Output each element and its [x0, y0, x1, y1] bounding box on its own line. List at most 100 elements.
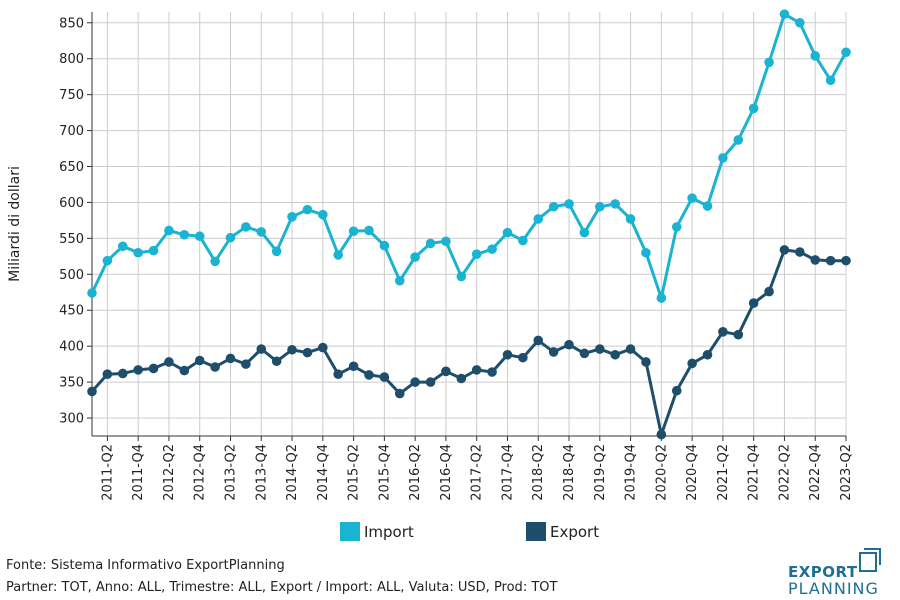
data-point-import: [394, 275, 405, 286]
data-point-export: [764, 286, 774, 297]
y-tick-label: 550: [59, 232, 84, 247]
data-point-export: [133, 365, 143, 375]
data-point-export: [210, 362, 220, 372]
x-tick-label: 2018-Q2: [531, 444, 546, 501]
x-tick-label: 2011-Q2: [100, 444, 115, 501]
data-point-import: [148, 245, 159, 256]
data-point-export: [364, 370, 374, 380]
x-tick-label: 2016-Q2: [408, 444, 423, 501]
data-point-import: [594, 201, 605, 212]
data-point-export: [733, 329, 744, 340]
data-point-export: [87, 386, 97, 397]
x-tick-label: 2022-Q4: [808, 444, 823, 501]
x-tick-label: 2020-Q2: [654, 444, 669, 501]
data-point-import: [779, 9, 790, 19]
logo-text-planning: PLANNING: [788, 579, 879, 598]
data-point-export: [687, 358, 697, 369]
exportplanning-logo: EXPORT PLANNING: [788, 545, 888, 598]
y-tick-label: 800: [59, 52, 84, 67]
data-point-import: [502, 227, 513, 238]
data-point-import: [379, 240, 390, 251]
data-point-import: [179, 229, 190, 240]
x-tick-label: 2022-Q2: [777, 444, 792, 501]
data-point-import: [548, 201, 559, 212]
series-line-import: [90, 12, 848, 300]
data-point-export: [225, 353, 236, 364]
data-point-import: [410, 252, 420, 262]
legend-swatch-import: [340, 522, 360, 541]
data-point-export: [256, 344, 267, 354]
x-tick-label: 2021-Q4: [747, 444, 762, 501]
data-point-export: [379, 372, 390, 382]
data-point-import: [718, 153, 728, 163]
data-point-export: [518, 352, 528, 363]
data-point-export: [656, 429, 667, 440]
data-point-import: [425, 238, 436, 249]
data-point-import: [364, 225, 374, 236]
data-point-export: [718, 326, 728, 337]
footer-source: Fonte: Sistema Informativo ExportPlannin…: [6, 558, 285, 573]
data-point-export: [179, 365, 190, 376]
data-point-export: [841, 255, 851, 266]
data-point-export: [625, 344, 636, 354]
data-point-export: [194, 355, 205, 366]
data-point-import: [87, 288, 97, 298]
data-point-export: [394, 388, 405, 399]
data-point-export: [810, 255, 821, 265]
data-point-import: [687, 193, 697, 203]
data-point-import: [225, 232, 236, 243]
data-point-import: [441, 236, 451, 247]
y-tick-label: 600: [59, 196, 84, 211]
data-point-import: [487, 244, 497, 254]
data-point-import: [825, 75, 836, 86]
x-tick-label: 2019-Q2: [593, 444, 608, 501]
legend-label-import: Import: [364, 523, 414, 541]
x-tick-label: 2015-Q4: [377, 444, 392, 501]
data-point-import: [733, 135, 744, 145]
legend-label-export: Export: [550, 523, 599, 541]
x-tick-label: 2014-Q4: [316, 444, 331, 501]
x-tick-label: 2017-Q4: [500, 444, 515, 501]
data-point-import: [702, 201, 713, 211]
y-tick-label: 300: [59, 412, 84, 427]
y-tick-label: 700: [59, 124, 84, 139]
gridlines: [92, 12, 847, 436]
data-point-export: [579, 348, 590, 359]
data-point-import: [102, 255, 113, 266]
x-tick-label: 2011-Q4: [131, 444, 146, 501]
data-point-import: [671, 222, 682, 232]
data-point-import: [564, 199, 574, 209]
y-tick-label: 400: [59, 340, 84, 355]
data-point-export: [795, 247, 805, 257]
data-point-import: [348, 226, 359, 236]
data-point-import: [256, 227, 267, 237]
footer-filters: Partner: TOT, Anno: ALL, Trimestre: ALL,…: [6, 580, 558, 595]
data-point-export: [702, 349, 713, 360]
x-tick-label: 2014-Q2: [285, 444, 300, 501]
x-tick-label: 2017-Q2: [470, 444, 485, 501]
data-point-import: [641, 247, 651, 258]
data-point-export: [318, 342, 328, 353]
legend: Import Export: [340, 522, 599, 541]
x-tick-label: 2012-Q4: [193, 444, 208, 501]
data-point-import: [287, 212, 297, 222]
data-point-import: [333, 250, 344, 260]
data-point-import: [625, 214, 636, 224]
data-point-export: [425, 377, 436, 387]
y-tick-label: 850: [59, 16, 84, 31]
data-point-import: [795, 17, 805, 28]
y-tick-label: 350: [59, 376, 84, 391]
data-point-export: [102, 369, 113, 379]
data-point-export: [594, 344, 605, 354]
data-point-import: [764, 57, 774, 68]
data-point-import: [271, 246, 282, 257]
data-point-export: [287, 344, 297, 355]
data-point-import: [810, 51, 821, 61]
data-point-import: [579, 227, 590, 238]
data-point-export: [117, 368, 128, 379]
data-point-export: [410, 377, 420, 387]
x-tick-label: 2015-Q2: [347, 444, 362, 501]
data-point-import: [471, 249, 482, 259]
data-point-export: [502, 349, 513, 360]
